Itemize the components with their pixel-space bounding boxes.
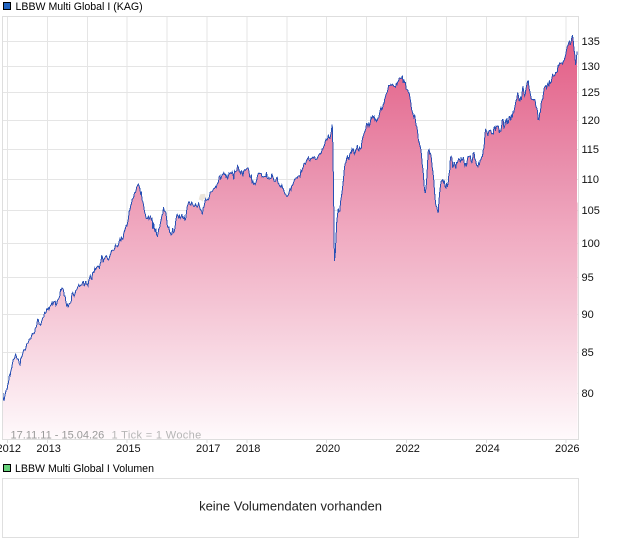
svg-text:125: 125 (582, 87, 600, 99)
svg-text:105: 105 (582, 205, 600, 217)
svg-text:LBBW Multi Global I Volumen: LBBW Multi Global I Volumen (15, 463, 154, 475)
svg-text:120: 120 (582, 115, 600, 127)
svg-text:115: 115 (582, 144, 600, 156)
svg-text:keine Volumendaten vorhanden: keine Volumendaten vorhanden (199, 499, 382, 514)
svg-text:110: 110 (582, 174, 600, 186)
svg-text:2012: 2012 (0, 443, 21, 455)
svg-text:2013: 2013 (36, 443, 60, 455)
svg-text:2024: 2024 (475, 443, 499, 455)
svg-text:130: 130 (582, 61, 600, 73)
svg-text:LBBW Multi Global I (KAG): LBBW Multi Global I (KAG) (16, 1, 143, 13)
svg-text:2018: 2018 (236, 443, 260, 455)
svg-text:80: 80 (582, 388, 594, 400)
svg-text:2026: 2026 (555, 443, 579, 455)
svg-text:90: 90 (582, 309, 594, 321)
svg-text:100: 100 (582, 238, 600, 250)
svg-text:17.11.11 - 15.04.26: 17.11.11 - 15.04.26 (11, 429, 105, 441)
svg-text:135: 135 (582, 36, 600, 48)
svg-text:2015: 2015 (116, 443, 140, 455)
svg-text:2022: 2022 (395, 443, 419, 455)
svg-text:2020: 2020 (316, 443, 340, 455)
svg-text:85: 85 (582, 347, 594, 359)
svg-text:2017: 2017 (196, 443, 220, 455)
svg-text:1 Tick = 1 Woche: 1 Tick = 1 Woche (112, 429, 202, 441)
svg-text:95: 95 (582, 272, 594, 284)
